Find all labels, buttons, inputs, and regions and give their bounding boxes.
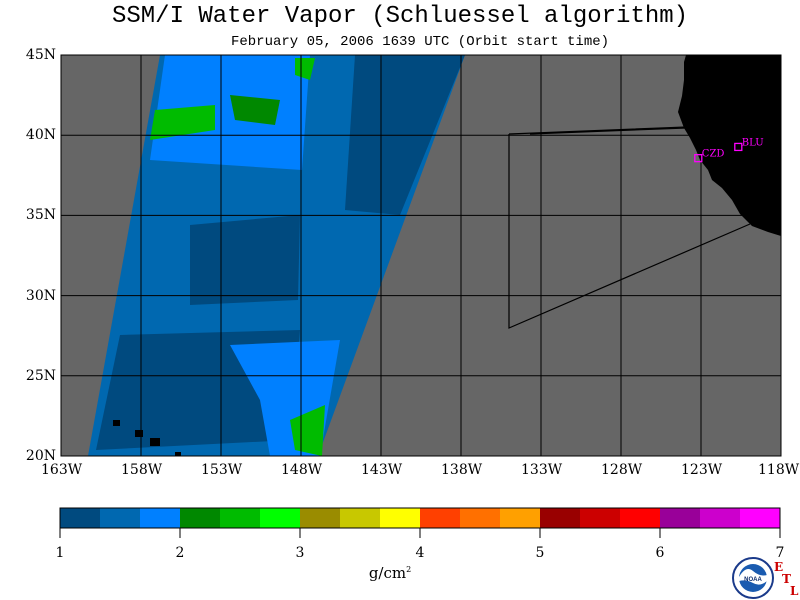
colorbar-tick-label: 7 xyxy=(775,545,785,561)
island xyxy=(113,420,120,426)
etl-letters: E T L xyxy=(774,560,799,598)
map-title: SSM/I Water Vapor (Schluessel algorithm) xyxy=(111,3,689,30)
colorbar-units: g/cm2 xyxy=(368,564,412,582)
swath-band xyxy=(230,95,280,125)
latitude-label: 20N xyxy=(25,448,56,464)
colorbar-swatch xyxy=(620,508,661,528)
svg-text:NOAA: NOAA xyxy=(744,577,762,583)
colorbar-tick-label: 5 xyxy=(535,545,545,561)
latitude-label: 30N xyxy=(25,287,56,304)
longitude-label: 143W xyxy=(361,462,403,478)
colorbar-swatch xyxy=(380,508,421,528)
latitude-label: 40N xyxy=(25,127,56,144)
colorbar-swatch xyxy=(300,508,341,528)
colorbar-swatch xyxy=(460,508,501,528)
land-west-coast xyxy=(678,55,781,236)
station-marker-blu: BLU xyxy=(734,137,764,152)
colorbar-swatch xyxy=(180,508,221,528)
station-label: BLU xyxy=(742,137,764,148)
longitude-label: 138W xyxy=(441,462,483,478)
latitude-label: 25N xyxy=(25,367,56,384)
swath-band xyxy=(295,58,315,80)
map-frame xyxy=(60,54,782,457)
colorbar-swatch xyxy=(60,508,101,528)
swath-band xyxy=(150,55,310,170)
colorbar-swatch xyxy=(420,508,461,528)
colorbar-tick-label: 1 xyxy=(55,545,65,561)
colorbar-tick-label: 3 xyxy=(295,545,305,561)
station-marker-czd: CZD xyxy=(694,149,725,163)
longitude-label: 148W xyxy=(281,462,323,478)
longitude-label: 153W xyxy=(201,462,243,478)
domain-outline xyxy=(508,126,751,329)
colorbar-swatch xyxy=(140,508,181,528)
longitude-label: 158W xyxy=(121,462,163,478)
map-subtitle: February 05, 2006 1639 UTC (Orbit start … xyxy=(230,34,610,50)
colorbar-swatch xyxy=(220,508,261,528)
noaa-logo: NOAA xyxy=(732,557,774,599)
colorbar-swatch xyxy=(580,508,621,528)
colorbar-tick-label: 2 xyxy=(175,545,185,561)
latitude-label: 45N xyxy=(25,47,56,63)
longitude-label: 133W xyxy=(521,462,563,478)
station-label: CZD xyxy=(702,149,725,160)
colorbar-tick-label: 6 xyxy=(655,545,665,561)
colorbar-swatch xyxy=(260,508,301,528)
colorbar-swatch xyxy=(740,508,781,528)
longitude-label: 118W xyxy=(758,462,800,478)
swath-band xyxy=(290,405,325,456)
colorbar-swatch xyxy=(100,508,141,528)
domain-outline xyxy=(529,127,687,135)
island xyxy=(135,430,143,437)
colorbar-swatch xyxy=(340,508,381,528)
longitude-label: 163W xyxy=(41,462,83,478)
island xyxy=(175,452,181,456)
colorbar-tick-label: 4 xyxy=(415,545,425,561)
longitude-label: 128W xyxy=(601,462,643,478)
colorbar-swatch xyxy=(700,508,741,528)
latitude-label: 35N xyxy=(25,207,56,224)
colorbar-swatch xyxy=(540,508,581,528)
colorbar-swatch xyxy=(660,508,701,528)
swath-band xyxy=(190,215,300,305)
colorbar-swatch xyxy=(500,508,541,528)
longitude-label: 123W xyxy=(681,462,723,478)
swath-band xyxy=(150,105,215,140)
island xyxy=(150,438,160,446)
